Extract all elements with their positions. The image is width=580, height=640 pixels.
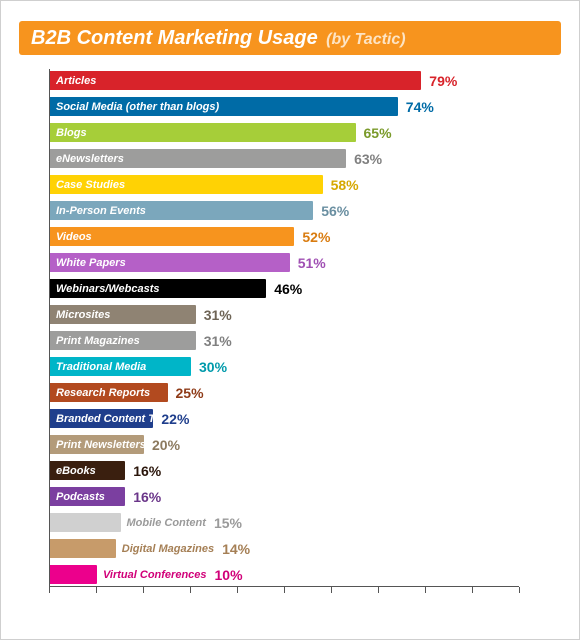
bar-label: Videos: [56, 231, 92, 243]
plot-area: Articles 79% Social Media (other than blog…: [49, 69, 520, 586]
bar: White Papers: [50, 253, 290, 272]
bar: Traditional Media: [50, 357, 191, 376]
bar-row: Blogs 65%: [50, 123, 520, 142]
bar-label: Virtual Conferences: [103, 569, 207, 581]
bar-row: Mobile Content 15%: [50, 513, 520, 532]
bar-label: Webinars/Webcasts: [56, 283, 160, 295]
x-tick: [425, 587, 426, 593]
x-tick: [49, 587, 50, 593]
bar: Videos: [50, 227, 294, 246]
bar: In-Person Events: [50, 201, 313, 220]
x-tick: [96, 587, 97, 593]
x-tick: [472, 587, 473, 593]
bar-row: Print Magazines 31%: [50, 331, 520, 350]
bar-row: Podcasts 16%: [50, 487, 520, 506]
x-tick: [331, 587, 332, 593]
bar-value: 63%: [354, 151, 382, 167]
bar-value: 31%: [204, 307, 232, 323]
chart-page: B2B Content Marketing Usage (by Tactic) …: [0, 0, 580, 640]
bar: Social Media (other than blogs): [50, 97, 398, 116]
bar-value: 58%: [331, 177, 359, 193]
bar-row: White Papers 51%: [50, 253, 520, 272]
bar-row: Webinars/Webcasts 46%: [50, 279, 520, 298]
bar-row: Videos 52%: [50, 227, 520, 246]
bar-label: Digital Magazines: [122, 543, 214, 555]
bar-value: 10%: [215, 567, 243, 583]
bar: [50, 565, 97, 584]
bar: Webinars/Webcasts: [50, 279, 266, 298]
bar-label: Research Reports: [56, 387, 150, 399]
title-bar: B2B Content Marketing Usage (by Tactic): [19, 21, 561, 55]
bar-value: 56%: [321, 203, 349, 219]
bar-row: Branded Content Tools 22%: [50, 409, 520, 428]
bar-row: Social Media (other than blogs) 74%: [50, 97, 520, 116]
bar: [50, 539, 116, 558]
bar-label: eBooks: [56, 465, 96, 477]
bar-label: Mobile Content: [127, 517, 206, 529]
bar: Branded Content Tools: [50, 409, 153, 428]
bar-row: Print Newsletters 20%: [50, 435, 520, 454]
bar-row: eBooks 16%: [50, 461, 520, 480]
chart: Articles 79% Social Media (other than blog…: [49, 69, 531, 601]
bar-label: White Papers: [56, 257, 126, 269]
bar-label: Blogs: [56, 127, 87, 139]
x-tick: [143, 587, 144, 593]
x-tick: [237, 587, 238, 593]
bar-value: 46%: [274, 281, 302, 297]
bar-label: Articles: [56, 75, 96, 87]
bar-label: Traditional Media: [56, 361, 146, 373]
bar-label: Branded Content Tools: [56, 413, 153, 425]
bar-label: Podcasts: [56, 491, 105, 503]
bar: eNewsletters: [50, 149, 346, 168]
bar-value: 22%: [161, 411, 189, 427]
bar-value: 16%: [133, 489, 161, 505]
bar-value: 16%: [133, 463, 161, 479]
bar-row: Virtual Conferences 10%: [50, 565, 520, 584]
bar-row: Case Studies 58%: [50, 175, 520, 194]
bar-row: Traditional Media 30%: [50, 357, 520, 376]
x-tick: [284, 587, 285, 593]
bar: Research Reports: [50, 383, 168, 402]
x-tick: [519, 587, 520, 593]
bar-value: 51%: [298, 255, 326, 271]
bar-value: 25%: [176, 385, 204, 401]
bar: Print Magazines: [50, 331, 196, 350]
x-tick: [190, 587, 191, 593]
x-tick: [378, 587, 379, 593]
bar-label: Print Newsletters: [56, 439, 144, 451]
bar-label: Microsites: [56, 309, 110, 321]
bar: Articles: [50, 71, 421, 90]
bar-value: 14%: [222, 541, 250, 557]
bar: [50, 513, 121, 532]
bar-label: Social Media (other than blogs): [56, 101, 219, 113]
x-axis: [49, 586, 519, 601]
bar-row: Microsites 31%: [50, 305, 520, 324]
bar-row: Research Reports 25%: [50, 383, 520, 402]
bar-value: 74%: [406, 99, 434, 115]
bar: Blogs: [50, 123, 356, 142]
bar-value: 30%: [199, 359, 227, 375]
bar-label: In-Person Events: [56, 205, 146, 217]
bar: Microsites: [50, 305, 196, 324]
bar: Case Studies: [50, 175, 323, 194]
title-main: B2B Content Marketing Usage: [31, 27, 318, 49]
bar-row: Articles 79%: [50, 71, 520, 90]
bar-row: Digital Magazines 14%: [50, 539, 520, 558]
bar: Print Newsletters: [50, 435, 144, 454]
title-sub: (by Tactic): [326, 31, 405, 48]
bar-label: Case Studies: [56, 179, 125, 191]
bar-value: 65%: [364, 125, 392, 141]
bar-label: eNewsletters: [56, 153, 124, 165]
bar-value: 20%: [152, 437, 180, 453]
bar-value: 15%: [214, 515, 242, 531]
bar-row: eNewsletters 63%: [50, 149, 520, 168]
bar-value: 52%: [302, 229, 330, 245]
bar-label: Print Magazines: [56, 335, 140, 347]
bar-value: 31%: [204, 333, 232, 349]
bar-value: 79%: [429, 73, 457, 89]
bar: Podcasts: [50, 487, 125, 506]
bar: eBooks: [50, 461, 125, 480]
bar-row: In-Person Events 56%: [50, 201, 520, 220]
